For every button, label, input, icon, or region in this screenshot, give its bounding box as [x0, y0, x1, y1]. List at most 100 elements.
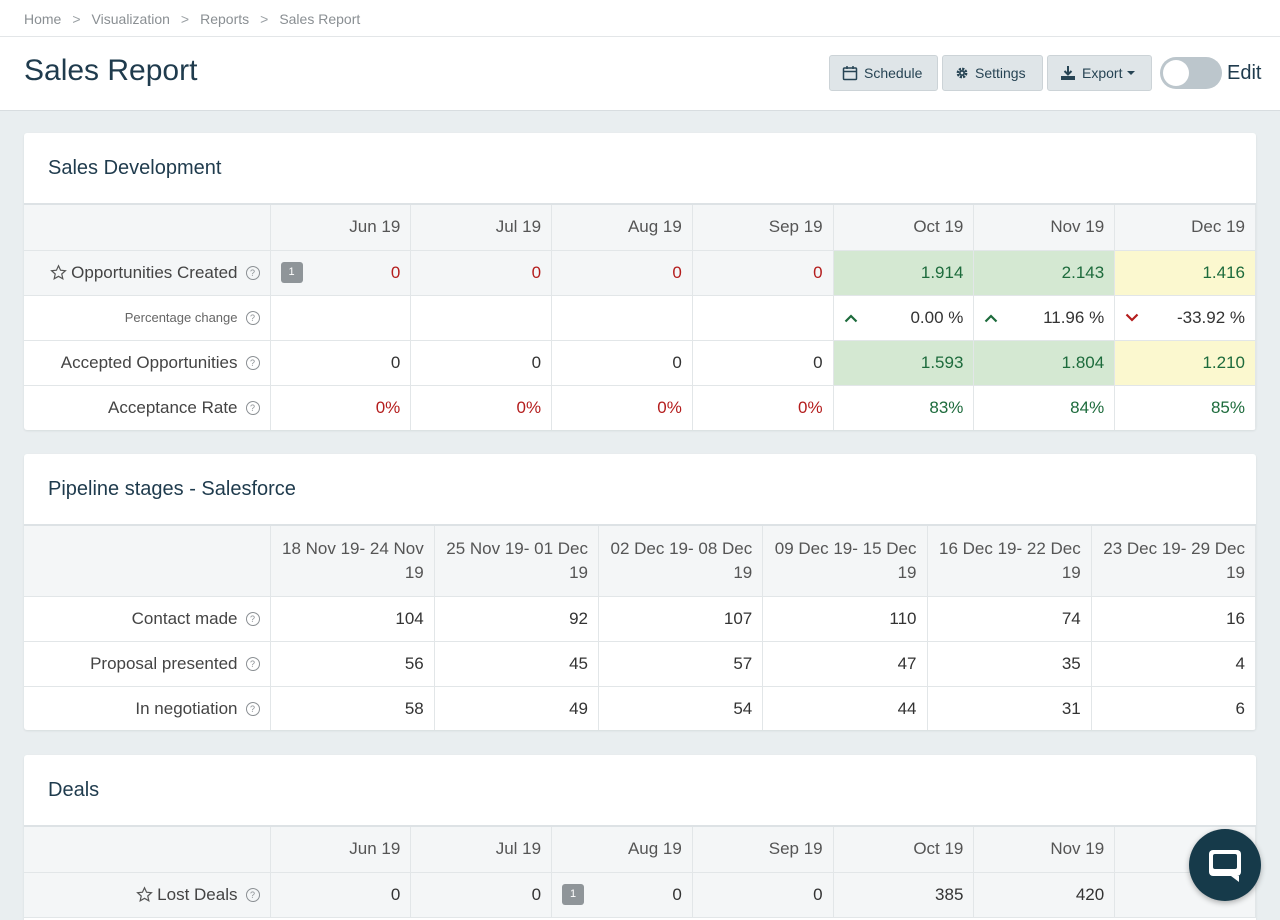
column-header: Sep 19 — [692, 827, 834, 873]
data-cell: 54 — [598, 686, 764, 730]
row-label: Proposal presented — [90, 653, 238, 673]
data-cell: 35 — [927, 641, 1092, 687]
data-cell: 0 — [692, 250, 834, 296]
column-header: Oct 19 — [833, 205, 975, 251]
data-cell: 1.914 — [833, 250, 975, 296]
row-label: Opportunities Created — [71, 262, 238, 282]
download-icon — [1061, 66, 1075, 80]
column-header: Nov 19 — [973, 827, 1116, 873]
breadcrumb: Home > Visualization > Reports > Sales R… — [24, 11, 360, 27]
data-cell: 0% — [692, 385, 834, 430]
settings-label: Settings — [975, 65, 1026, 81]
column-header: Jul 19 — [410, 205, 553, 251]
gear-icon — [956, 67, 968, 79]
data-cell: 0.00 % — [833, 295, 975, 341]
help-icon[interactable]: ? — [245, 355, 260, 370]
toolbar: Schedule Settings Export Edit — [829, 55, 1261, 91]
cell-value: 0.00 % — [910, 307, 964, 327]
help-icon[interactable]: ? — [245, 400, 260, 415]
deals-table: Jun 19 Jul 19 Aug 19 Sep 19 Oct 19 Nov 1… — [24, 827, 1256, 918]
data-cell: 104 — [270, 596, 435, 642]
help-icon[interactable]: ? — [245, 310, 260, 325]
column-header: 09 Dec 19- 15 Dec 19 — [762, 526, 928, 597]
data-cell — [270, 295, 412, 341]
column-header: Jul 19 — [410, 827, 553, 873]
deals-card: Deals Jun 19 Jul 19 Aug 19 Sep 19 Oct 19… — [24, 755, 1256, 920]
breadcrumb-separator: > — [72, 11, 81, 27]
data-cell: 1.804 — [973, 340, 1116, 386]
chat-button[interactable] — [1189, 829, 1261, 901]
help-icon[interactable]: ? — [245, 887, 260, 902]
data-cell — [551, 295, 693, 341]
table-row: In negotiation? 58 49 54 44 31 6 — [24, 686, 1256, 730]
column-header: Jun 19 — [270, 205, 412, 251]
help-icon[interactable]: ? — [245, 611, 260, 626]
cell-value: 0 — [390, 262, 401, 282]
column-header: Jun 19 — [270, 827, 412, 873]
data-cell: 47 — [762, 641, 928, 687]
schedule-button[interactable]: Schedule — [829, 55, 938, 91]
data-cell: 0 — [410, 250, 553, 296]
column-header: 23 Dec 19- 29 Dec 19 — [1091, 526, 1256, 597]
count-badge[interactable]: 1 — [562, 883, 585, 905]
data-cell: 0% — [270, 385, 412, 430]
data-cell: 49 — [434, 686, 600, 730]
star-icon[interactable] — [50, 264, 68, 281]
row-label: Accepted Opportunities — [60, 352, 238, 372]
data-cell: 110 — [762, 596, 928, 642]
pipeline-card: Pipeline stages - Salesforce 18 Nov 19- … — [24, 454, 1256, 730]
row-label: Acceptance Rate — [108, 397, 238, 417]
data-cell: 57 — [598, 641, 764, 687]
data-cell: 0 — [692, 872, 834, 918]
divider — [0, 36, 1280, 37]
schedule-label: Schedule — [864, 65, 923, 81]
pipeline-table: 18 Nov 19- 24 Nov 19 25 Nov 19- 01 Dec 1… — [24, 526, 1256, 730]
data-cell: 107 — [598, 596, 764, 642]
data-cell: 56 — [270, 641, 435, 687]
row-label-cell: Contact made? — [24, 596, 271, 642]
help-icon[interactable]: ? — [245, 656, 260, 671]
data-cell: 44 — [762, 686, 928, 730]
row-label: Lost Deals — [157, 884, 238, 904]
star-icon[interactable] — [136, 886, 154, 903]
data-cell: 0% — [551, 385, 693, 430]
column-header: Aug 19 — [551, 205, 693, 251]
table-row: Contact made? 104 92 107 110 74 16 — [24, 596, 1256, 642]
breadcrumb-separator: > — [180, 11, 190, 27]
help-icon[interactable]: ? — [245, 265, 260, 280]
column-header: Sep 19 — [692, 205, 834, 251]
cell-value: 0 — [672, 884, 682, 904]
data-cell: 11.96 % — [973, 295, 1116, 341]
data-cell: 2.143 — [973, 250, 1116, 296]
settings-button[interactable]: Settings — [942, 55, 1043, 91]
row-label-cell: Opportunities Created ? — [24, 250, 271, 296]
row-label: Contact made — [131, 608, 238, 628]
row-label-cell: In negotiation? — [24, 686, 271, 730]
table-row: Proposal presented? 56 45 57 47 35 4 — [24, 641, 1256, 687]
export-button[interactable]: Export — [1047, 55, 1152, 91]
breadcrumb-separator: > — [260, 11, 269, 27]
toggle-knob — [1163, 60, 1189, 86]
cell-value: 11.96 % — [1043, 307, 1105, 327]
breadcrumb-home[interactable]: Home — [24, 11, 62, 27]
column-header: 02 Dec 19- 08 Dec 19 — [598, 526, 764, 597]
breadcrumb-visualization[interactable]: Visualization — [91, 11, 170, 27]
data-cell: 420 — [973, 872, 1116, 918]
page-title: Sales Report — [24, 54, 198, 87]
count-badge[interactable]: 1 — [280, 261, 303, 283]
data-cell: 6 — [1091, 686, 1256, 730]
data-cell: 31 — [927, 686, 1092, 730]
help-icon[interactable]: ? — [245, 701, 260, 716]
export-label: Export — [1082, 65, 1123, 81]
data-cell: 0% — [410, 385, 553, 430]
breadcrumb-reports[interactable]: Reports — [200, 11, 250, 27]
data-cell — [692, 295, 834, 341]
edit-toggle[interactable] — [1160, 57, 1222, 89]
sales-development-card: Sales Development Jun 19 Jul 19 Aug 19 S… — [24, 133, 1256, 430]
card-title: Pipeline stages - Salesforce — [24, 454, 1256, 526]
row-label-cell: Percentage change ? — [24, 295, 271, 341]
chat-icon — [1209, 850, 1241, 882]
